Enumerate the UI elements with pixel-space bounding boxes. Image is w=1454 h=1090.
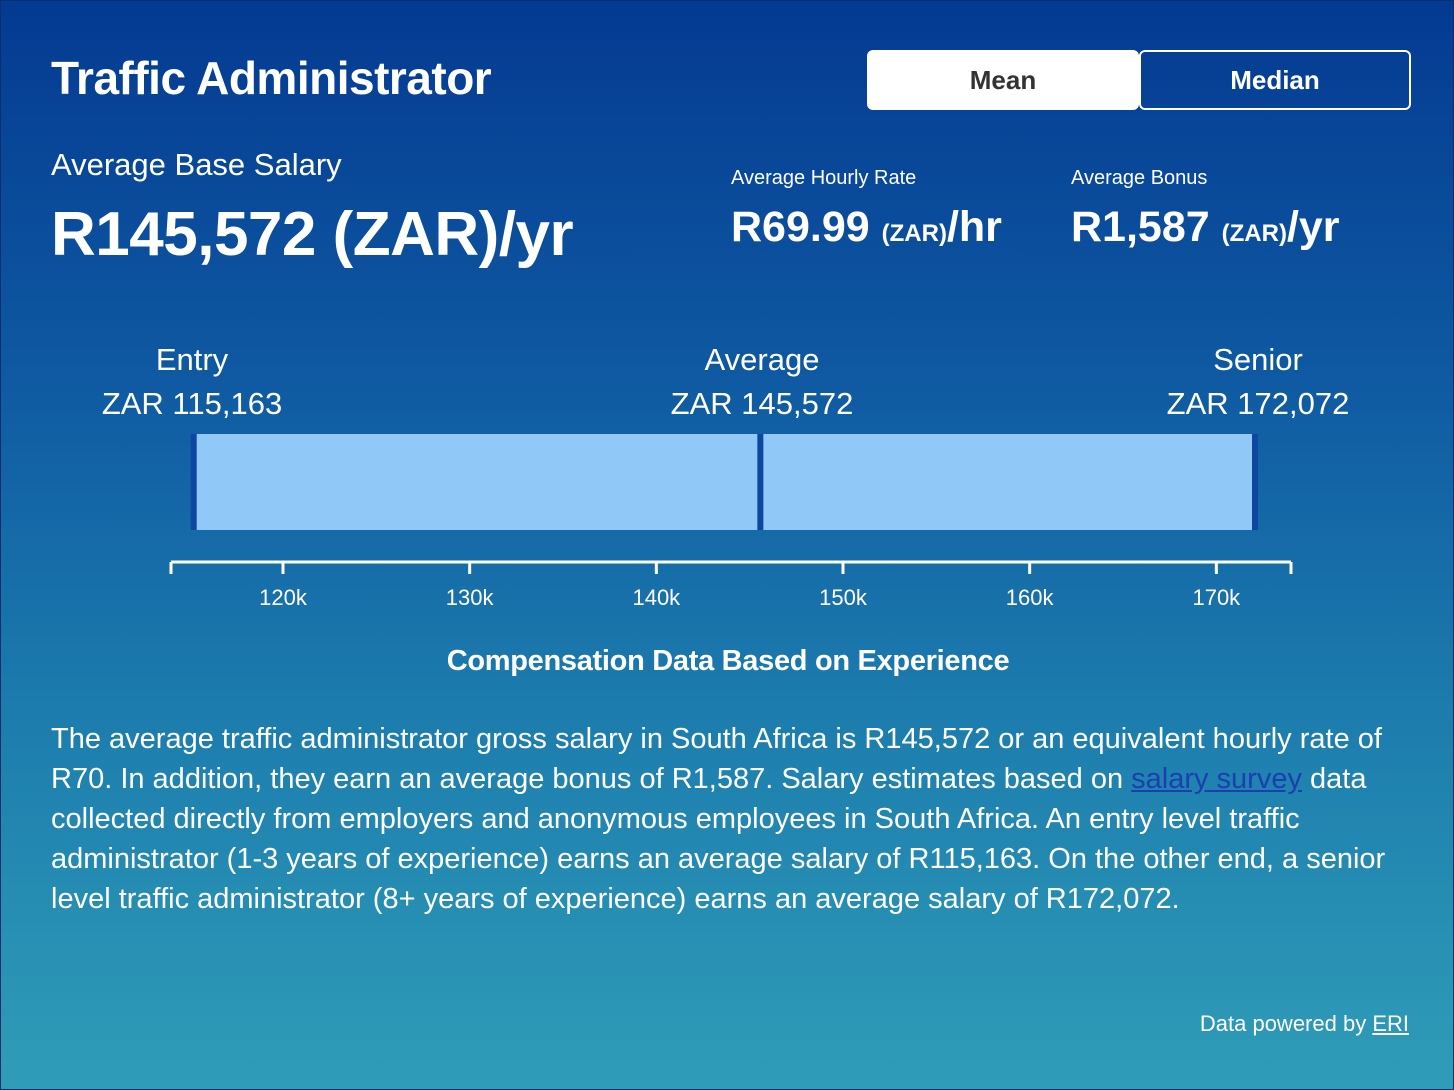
- hourly-rate-value: R69.99 (ZAR)/hr: [731, 203, 1002, 252]
- hourly-rate-amount: R69.99: [731, 203, 870, 251]
- average-label: Average: [704, 342, 820, 377]
- description-paragraph: The average traffic administrator gross …: [51, 719, 1421, 919]
- bonus-amount: R1,587: [1071, 203, 1210, 251]
- bonus-value: R1,587 (ZAR)/yr: [1071, 203, 1340, 252]
- senior-level: Senior ZAR 172,072: [1108, 338, 1408, 426]
- bonus-suffix: /yr: [1286, 203, 1340, 251]
- salary-range-chart: 120k 130k 140k 150k 160k 170k: [169, 434, 1293, 610]
- average-value: ZAR 145,572: [670, 386, 854, 421]
- entry-level: Entry ZAR 115,163: [42, 338, 342, 426]
- tick-label: 140k: [632, 585, 681, 610]
- tick-label: 130k: [446, 585, 495, 610]
- median-toggle-button[interactable]: Median: [1139, 50, 1411, 110]
- hourly-rate-label: Average Hourly Rate: [731, 167, 917, 189]
- chart-title: Compensation Data Based on Experience: [446, 645, 1010, 677]
- range-bar: [192, 434, 1256, 530]
- description-text-2: data collected directly from employers a…: [51, 763, 1386, 915]
- average-marker: [757, 434, 764, 530]
- senior-label: Senior: [1213, 342, 1303, 377]
- tick-label: 150k: [819, 585, 868, 610]
- average-level: Average ZAR 145,572: [612, 338, 912, 426]
- bonus-currency: (ZAR): [1221, 220, 1287, 247]
- powered-by: Data powered by ERI: [1200, 1011, 1409, 1037]
- mean-toggle-button[interactable]: Mean: [867, 50, 1139, 110]
- hourly-rate-suffix: /hr: [946, 203, 1002, 251]
- hourly-rate-currency: (ZAR): [881, 220, 947, 247]
- tick-label: 160k: [1006, 585, 1055, 610]
- entry-marker: [190, 434, 197, 530]
- bonus-label: Average Bonus: [1071, 167, 1208, 189]
- salary-survey-link[interactable]: salary survey: [1131, 763, 1302, 795]
- senior-marker: [1252, 434, 1259, 530]
- entry-value: ZAR 115,163: [101, 386, 283, 421]
- tick-label: 170k: [1192, 585, 1241, 610]
- description-text-1: The average traffic administrator gross …: [51, 723, 1382, 795]
- powered-by-text: Data powered by: [1199, 1011, 1373, 1036]
- tick-label: 120k: [259, 585, 308, 610]
- entry-label: Entry: [155, 342, 229, 377]
- eri-link[interactable]: ERI: [1372, 1011, 1409, 1036]
- senior-value: ZAR 172,072: [1166, 386, 1350, 421]
- job-title: Traffic Administrator: [51, 52, 492, 104]
- base-salary-value: R145,572 (ZAR)/yr: [51, 200, 574, 269]
- base-salary-label: Average Base Salary: [51, 147, 342, 182]
